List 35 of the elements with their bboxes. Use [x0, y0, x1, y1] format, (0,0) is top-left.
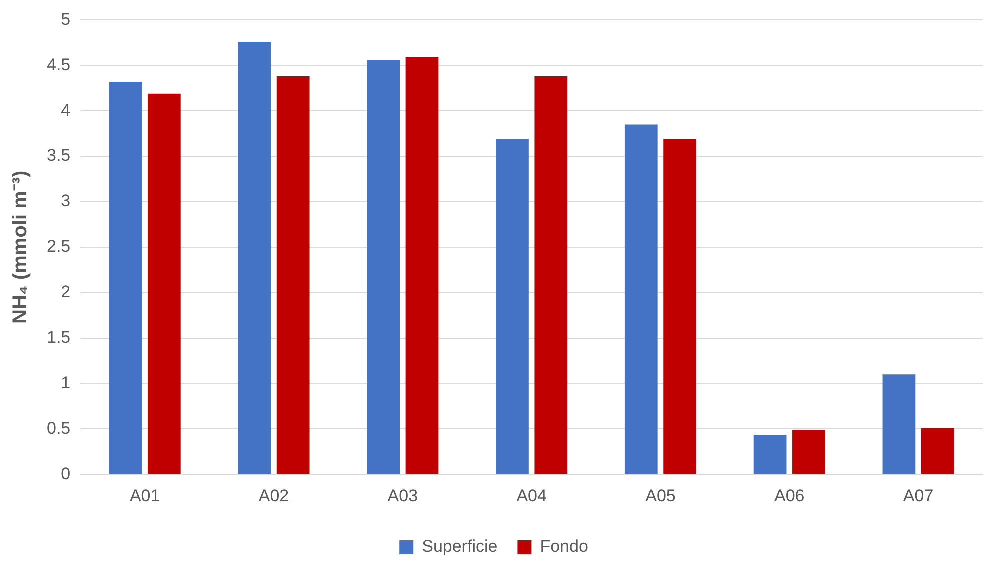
x-tick-label: A01: [130, 486, 160, 506]
y-tick-label: 2: [61, 282, 71, 302]
legend-label: Superficie: [422, 537, 498, 556]
bar: [664, 139, 696, 474]
bar: [238, 42, 272, 474]
x-tick-label: A06: [774, 486, 805, 506]
bar: [496, 139, 529, 474]
y-tick-label: 1: [61, 373, 71, 392]
bar: [754, 436, 787, 474]
bar: [624, 124, 658, 474]
y-tick-label: 3.5: [46, 146, 71, 166]
x-tick-label: A03: [388, 486, 418, 506]
bar: [792, 430, 826, 474]
bar: [276, 76, 310, 474]
y-axis-title: NH₄ (mmoli m⁻³): [10, 170, 32, 324]
y-tick-label: 0: [61, 464, 71, 484]
y-tick-label: 5: [61, 10, 71, 29]
bar: [367, 60, 400, 474]
y-tick-label: 2.5: [46, 237, 71, 256]
x-tick-label: A05: [646, 486, 676, 506]
x-tick-label: A02: [258, 486, 290, 506]
bar: [534, 76, 568, 474]
legend-label: Fondo: [540, 537, 588, 556]
x-tick-label: A04: [516, 486, 547, 506]
y-tick-label: 1.5: [46, 328, 71, 347]
x-tick-label: A07: [903, 486, 934, 506]
y-tick-label: 3: [61, 192, 71, 211]
bar: [406, 57, 439, 474]
bar: [882, 374, 916, 474]
y-tick-label: 0.5: [46, 418, 71, 438]
bar: [109, 82, 142, 474]
bar: [148, 94, 181, 474]
y-tick-label: 4.5: [46, 55, 71, 74]
y-tick-label: 4: [61, 100, 71, 120]
bar: [921, 428, 954, 474]
